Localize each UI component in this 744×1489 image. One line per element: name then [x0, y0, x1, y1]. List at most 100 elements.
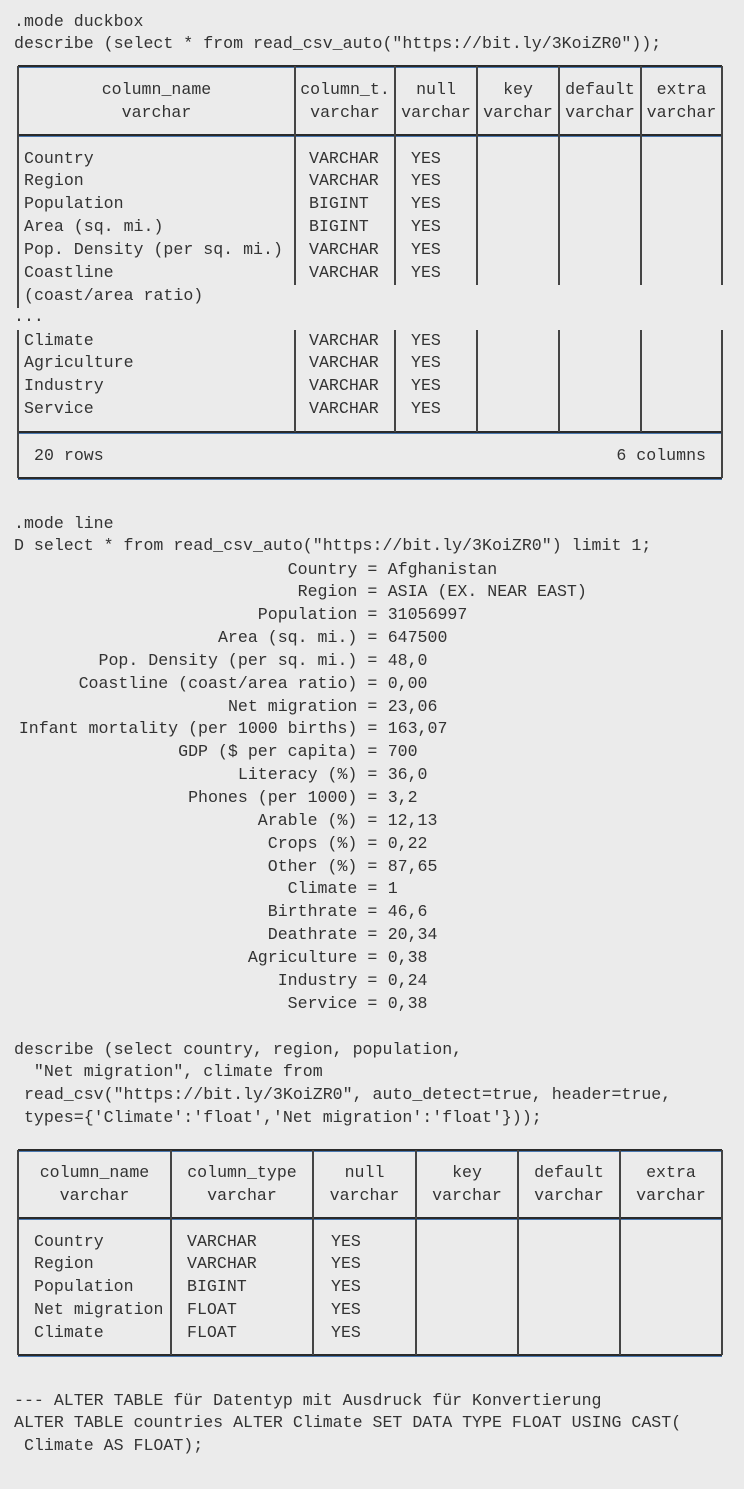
column-divider [476, 135, 478, 285]
table-cell: VARCHAR [309, 262, 379, 282]
table-cell: YES [411, 353, 441, 373]
table-cell: VARCHAR [309, 330, 379, 350]
column-header-type: varchar [59, 1185, 130, 1205]
table-border [18, 1354, 722, 1357]
equals-sign: = [357, 925, 388, 945]
column-header-type: varchar [329, 1185, 400, 1205]
column-divider [312, 1150, 314, 1355]
column-divider [640, 330, 642, 432]
equals-sign: = [357, 902, 388, 922]
column-divider [294, 330, 296, 432]
record-key: Deathrate [267, 925, 358, 945]
record-value: 46,6 [387, 902, 428, 922]
column-divider [415, 1150, 417, 1355]
equals-sign: = [357, 559, 388, 579]
equals-sign: = [357, 650, 388, 670]
column-header-name: null [416, 79, 456, 99]
column-header-type: varchar [534, 1185, 604, 1205]
table-cell: YES [331, 1322, 361, 1342]
column-divider [394, 135, 396, 285]
column-divider [476, 330, 478, 432]
record-key: Literacy (%) [237, 765, 358, 785]
table-cell-wrap: (coast/area ratio) [24, 285, 204, 305]
table-cell: BIGINT [309, 194, 369, 214]
table-cell: Country [24, 148, 94, 168]
equals-sign: = [357, 605, 388, 625]
record-value: 12,13 [387, 810, 438, 830]
equals-sign: = [357, 673, 388, 693]
table-cell: Region [34, 1254, 94, 1274]
table-cell: VARCHAR [309, 148, 379, 168]
record-value: 31056997 [387, 605, 468, 625]
column-divider [170, 1150, 172, 1355]
row-count: 20 rows [34, 445, 104, 465]
table-cell: VARCHAR [309, 239, 379, 259]
table-cell: YES [411, 194, 441, 214]
equals-sign: = [357, 810, 388, 830]
table-cell: FLOAT [187, 1322, 237, 1342]
equals-sign: = [357, 788, 388, 807]
record-value: Afghanistan [387, 559, 498, 579]
column-divider [17, 66, 19, 135]
table-cell: FLOAT [187, 1300, 237, 1320]
table-border [18, 65, 722, 68]
equals-sign: = [357, 696, 388, 716]
equals-sign: = [357, 628, 388, 648]
table-cell: YES [411, 217, 441, 237]
table-cell: Country [34, 1231, 104, 1251]
column-header-name: column_name [101, 79, 212, 99]
equals-sign: = [357, 947, 388, 967]
column-divider [721, 1150, 723, 1355]
column-divider [721, 432, 723, 478]
record-value: 87,65 [387, 856, 438, 876]
table-cell: YES [411, 171, 441, 191]
record-key: Crops (%) [267, 833, 358, 853]
record-key: Phones (per 1000) [188, 788, 358, 807]
column-header-name: null [344, 1162, 385, 1182]
equals-sign: = [357, 856, 388, 876]
column-header-name: key [452, 1162, 482, 1182]
column-header-type: varchar [432, 1185, 502, 1205]
table-cell: YES [331, 1277, 361, 1297]
table-border [18, 431, 722, 434]
record-value: 700 [387, 742, 418, 762]
column-divider [721, 330, 723, 432]
table-cell: Climate [24, 330, 94, 350]
column-header-type: varchar [636, 1185, 706, 1205]
column-header-name: column_name [39, 1162, 150, 1182]
column-divider [294, 135, 296, 285]
column-header-name: default [565, 79, 635, 99]
table-cell: VARCHAR [309, 171, 379, 191]
column-count: 6 columns [616, 445, 706, 465]
table-cell: YES [411, 399, 441, 419]
table-cell: VARCHAR [309, 399, 379, 419]
equals-sign: = [357, 582, 388, 602]
table-cell: YES [411, 239, 441, 259]
column-divider [558, 66, 560, 135]
record-value: 23,06 [387, 696, 438, 716]
record-key: Country [287, 559, 358, 579]
column-header-name: column_t. [300, 79, 390, 99]
record-value: 0,38 [387, 993, 428, 1013]
table-cell: VARCHAR [187, 1254, 257, 1274]
record-key: Arable (%) [257, 810, 358, 830]
record-value: 0,22 [387, 833, 428, 853]
table-cell: YES [331, 1300, 361, 1320]
table-cell: BIGINT [309, 217, 369, 237]
column-divider [476, 66, 478, 135]
table-cell: Area (sq. mi.) [24, 217, 164, 237]
table-cell: Agriculture [24, 353, 134, 373]
column-divider [294, 66, 296, 135]
table-cell: YES [411, 262, 441, 282]
record-key: Region [297, 582, 358, 602]
record-value: ASIA (EX. NEAR EAST) [387, 582, 587, 602]
command-line: .mode duckbox [14, 11, 144, 31]
equals-sign: = [357, 719, 388, 739]
record-value: 0,38 [387, 947, 428, 967]
command-line: read_csv("https://bit.ly/3KoiZR0", auto_… [14, 1085, 672, 1105]
record-key: Birthrate [267, 902, 358, 922]
record-value: 3,2 [387, 788, 418, 807]
column-header-type: varchar [565, 102, 635, 122]
record-key: Net migration [227, 696, 358, 716]
table-border [18, 477, 722, 480]
